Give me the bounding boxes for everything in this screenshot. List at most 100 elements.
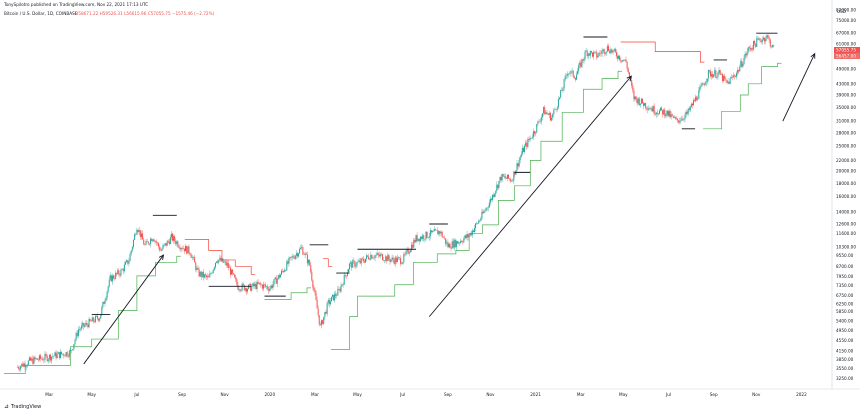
- candle-body: [296, 253, 298, 257]
- candle-body: [632, 85, 634, 91]
- candle-body: [716, 76, 718, 78]
- candle-body: [183, 248, 185, 252]
- candle-body: [154, 241, 156, 242]
- candle-body: [339, 289, 341, 292]
- candle-body: [609, 50, 611, 54]
- candle-body: [114, 278, 116, 279]
- candle-body: [415, 235, 417, 243]
- candle-body: [500, 176, 502, 181]
- candle-body: [463, 238, 465, 243]
- candle-body: [729, 78, 731, 84]
- candle-body: [227, 262, 229, 268]
- candle-body: [531, 137, 533, 139]
- candle-body: [643, 103, 645, 106]
- candle-body: [456, 241, 458, 244]
- price-tick-label: 67000.00: [836, 31, 856, 36]
- candle-body: [27, 360, 29, 365]
- candle-body: [465, 235, 467, 238]
- candle-body: [377, 253, 379, 255]
- candle-body: [492, 194, 494, 200]
- trend-arrow-line: [782, 53, 816, 122]
- price-tick-label: 28000.00: [836, 130, 856, 135]
- candle-body: [167, 240, 169, 242]
- candle-body: [681, 118, 683, 121]
- candle-body: [631, 80, 633, 86]
- candle-body: [660, 107, 662, 111]
- time-tick-label: May: [353, 392, 362, 397]
- candle-body: [375, 254, 377, 256]
- candle-body: [267, 286, 269, 289]
- candle-body: [493, 194, 495, 197]
- candle-body: [366, 255, 368, 259]
- candle-body: [54, 352, 56, 357]
- candle-body: [516, 163, 518, 171]
- candle-body: [88, 319, 90, 328]
- candle-body: [700, 85, 702, 88]
- candle-body: [527, 139, 529, 147]
- candle-body: [269, 288, 271, 291]
- candle-body: [94, 315, 96, 322]
- candle-body: [262, 284, 264, 289]
- candle-body: [387, 255, 389, 262]
- candle-body: [658, 110, 660, 115]
- candle-body: [455, 241, 457, 247]
- candle-body: [598, 52, 600, 56]
- candle-body: [755, 43, 757, 47]
- candle-body: [383, 260, 385, 261]
- candle-body: [627, 68, 629, 73]
- candle-body: [554, 109, 556, 110]
- trailing-stop-lines: [4, 41, 782, 374]
- candle-body: [616, 56, 618, 59]
- candle-body: [357, 261, 359, 263]
- candle-body: [239, 289, 241, 291]
- candle-body: [58, 352, 60, 358]
- price-tick-label: 4550.00: [836, 338, 854, 343]
- candle-body: [173, 236, 175, 241]
- candle-body: [635, 96, 637, 99]
- candle-body: [351, 262, 353, 268]
- candle-body: [442, 237, 444, 238]
- candle-body: [640, 98, 642, 104]
- candle-body: [534, 131, 536, 134]
- candle-body: [741, 61, 743, 67]
- candle-body: [688, 108, 690, 111]
- candle-body: [546, 112, 548, 114]
- candle-body: [619, 55, 621, 61]
- candle-body: [720, 74, 722, 75]
- candle-body: [513, 171, 515, 181]
- candle-body: [466, 234, 468, 238]
- candle-body: [445, 238, 447, 244]
- candle-body: [80, 328, 82, 330]
- candle-body: [672, 115, 674, 118]
- candle-body: [186, 246, 188, 254]
- candle-body: [292, 256, 294, 258]
- candle-body: [538, 121, 540, 123]
- time-tick-label: Jul: [665, 392, 671, 397]
- candle-body: [25, 366, 27, 368]
- candle-body: [74, 339, 76, 345]
- candle-body: [204, 274, 206, 276]
- candle-body: [667, 110, 669, 116]
- candle-body: [286, 261, 288, 271]
- candle-body: [350, 262, 352, 264]
- candle-body: [725, 79, 727, 81]
- candle-body: [608, 46, 610, 51]
- candle-body: [402, 262, 404, 264]
- candle-body: [593, 52, 595, 57]
- time-tick-label: May: [87, 392, 96, 397]
- candle-body: [162, 245, 164, 250]
- candle-body: [303, 254, 305, 255]
- candle-body: [359, 260, 361, 264]
- candle-body: [603, 49, 605, 54]
- candle-body: [719, 70, 721, 75]
- candle-body: [685, 111, 687, 116]
- candle-body: [389, 258, 391, 262]
- candle-body: [68, 350, 70, 357]
- price-tick-label: 3250.00: [836, 376, 854, 381]
- candle-body: [737, 69, 739, 73]
- candle-body: [207, 276, 209, 278]
- candle-body: [605, 51, 607, 54]
- candle-body: [424, 239, 426, 240]
- candle-body: [289, 256, 291, 258]
